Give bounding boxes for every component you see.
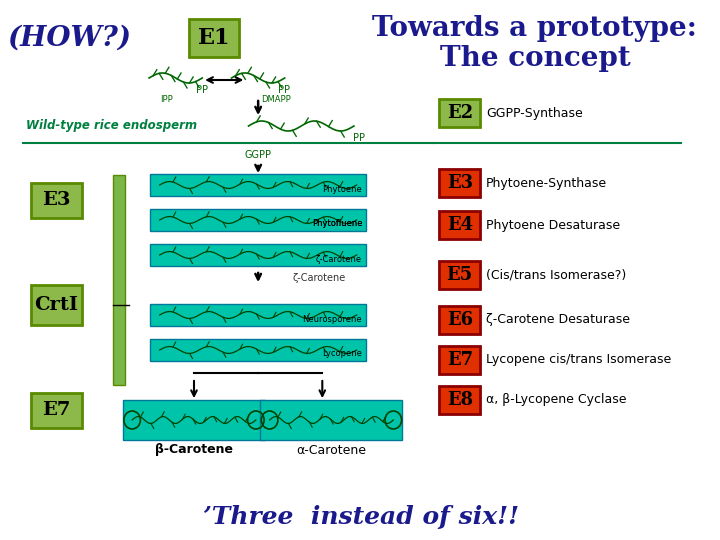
Text: α, β-Lycopene Cyclase: α, β-Lycopene Cyclase [486, 394, 626, 407]
FancyBboxPatch shape [189, 19, 239, 57]
Text: Phytoene-Synthase: Phytoene-Synthase [486, 177, 607, 190]
Text: (Cis/trans Isomerase?): (Cis/trans Isomerase?) [486, 268, 626, 281]
FancyBboxPatch shape [31, 393, 82, 428]
FancyBboxPatch shape [31, 183, 82, 218]
Text: E3: E3 [446, 174, 473, 192]
Text: E7: E7 [446, 351, 473, 369]
Text: Lycopene: Lycopene [323, 349, 362, 359]
FancyBboxPatch shape [150, 304, 366, 326]
Text: GGPP-Synthase: GGPP-Synthase [486, 106, 582, 119]
Text: E5: E5 [446, 266, 473, 284]
Text: GGPP: GGPP [245, 150, 271, 160]
Text: Lycopene cis/trans Isomerase: Lycopene cis/trans Isomerase [486, 354, 671, 367]
Text: β-Carotene: β-Carotene [155, 443, 233, 456]
Text: ʼThree  instead of six!!: ʼThree instead of six!! [203, 505, 519, 529]
Text: ζ-Carotene: ζ-Carotene [316, 254, 362, 264]
FancyBboxPatch shape [261, 400, 402, 440]
Text: Phytoene Desaturase: Phytoene Desaturase [486, 219, 620, 232]
FancyBboxPatch shape [439, 346, 480, 374]
Text: Phytoene: Phytoene [323, 185, 362, 193]
FancyBboxPatch shape [150, 174, 366, 196]
FancyBboxPatch shape [439, 386, 480, 414]
Text: The concept: The concept [439, 44, 630, 71]
Text: PP: PP [196, 85, 208, 95]
Text: E7: E7 [42, 401, 71, 419]
FancyBboxPatch shape [439, 169, 480, 197]
Text: E4: E4 [446, 216, 473, 234]
Text: Towards a prototype:: Towards a prototype: [372, 15, 698, 42]
Text: DMAPP: DMAPP [261, 96, 292, 105]
Text: Neurosporene: Neurosporene [302, 314, 362, 323]
Text: (HOW?): (HOW?) [7, 24, 131, 51]
Text: Phytofluene: Phytofluene [312, 219, 362, 228]
FancyBboxPatch shape [113, 175, 125, 385]
Text: CrtI: CrtI [35, 296, 78, 314]
Text: E6: E6 [446, 311, 473, 329]
Text: PP: PP [279, 85, 290, 95]
FancyBboxPatch shape [123, 400, 265, 440]
Text: Phytofluene: Phytofluene [312, 219, 362, 228]
Text: E8: E8 [446, 391, 473, 409]
FancyBboxPatch shape [439, 306, 480, 334]
FancyBboxPatch shape [150, 209, 366, 231]
Text: ζ-Carotene: ζ-Carotene [292, 273, 346, 283]
FancyBboxPatch shape [439, 261, 480, 289]
Text: E1: E1 [198, 27, 230, 49]
Text: IPP: IPP [160, 96, 173, 105]
Text: E2: E2 [446, 104, 473, 122]
FancyBboxPatch shape [439, 99, 480, 127]
Text: PP: PP [354, 133, 366, 143]
FancyBboxPatch shape [150, 339, 366, 361]
Text: Wild-type rice endosperm: Wild-type rice endosperm [27, 119, 197, 132]
FancyBboxPatch shape [150, 244, 366, 266]
Text: E3: E3 [42, 191, 71, 209]
FancyBboxPatch shape [31, 285, 82, 325]
Text: α-Carotene: α-Carotene [297, 443, 366, 456]
FancyBboxPatch shape [439, 211, 480, 239]
Text: ζ-Carotene Desaturase: ζ-Carotene Desaturase [486, 314, 630, 327]
